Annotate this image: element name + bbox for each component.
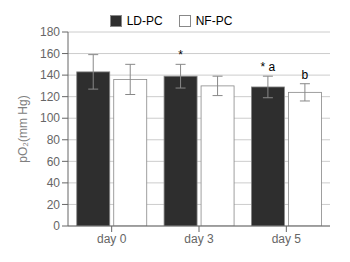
html-text:LD-PC: LD-PC	[126, 14, 163, 28]
svg-text:180: 180	[40, 25, 60, 39]
svg-text:80: 80	[47, 133, 61, 147]
svg-text:140: 140	[40, 68, 60, 82]
html-text:NF-PC: NF-PC	[195, 14, 233, 28]
svg-text:b: b	[302, 68, 309, 82]
svg-text:day 5: day 5	[272, 232, 302, 246]
svg-text:120: 120	[40, 90, 60, 104]
svg-text:160: 160	[40, 47, 60, 61]
svg-text:20: 20	[47, 198, 61, 212]
svg-text:pO₂(mm Hg): pO₂(mm Hg)	[16, 95, 30, 162]
svg-text:0: 0	[53, 219, 60, 233]
svg-text:40: 40	[47, 176, 61, 190]
svg-text:day 3: day 3	[184, 232, 214, 246]
svg-text:100: 100	[40, 111, 60, 125]
svg-text:60: 60	[47, 155, 61, 169]
svg-text:* a: * a	[261, 60, 276, 74]
svg-text:*: *	[178, 48, 183, 62]
svg-text:day 0: day 0	[97, 232, 127, 246]
